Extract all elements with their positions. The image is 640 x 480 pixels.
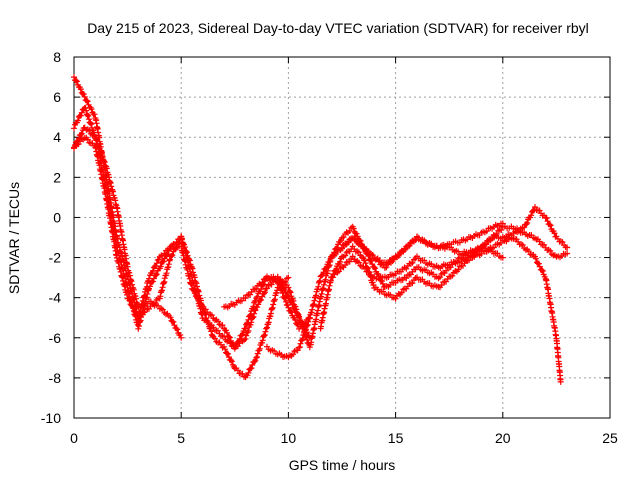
y-tick-label: 6: [53, 89, 61, 105]
series-satellite-track-2: [71, 124, 185, 341]
y-tick-label: 2: [53, 169, 61, 185]
y-tick-label: -2: [49, 250, 62, 266]
series-satellite-track-3: [71, 105, 313, 350]
series-satellite-track-8: [317, 234, 564, 385]
x-tick-label: 25: [602, 430, 618, 446]
data-series: [71, 74, 571, 385]
series-markers: [71, 105, 313, 350]
y-tick-label: 4: [53, 129, 61, 145]
series-markers: [339, 233, 506, 266]
y-tick-label: 0: [53, 209, 61, 225]
y-tick-label: -6: [49, 330, 62, 346]
x-tick-label: 0: [70, 430, 78, 446]
y-axis-label: SDTVAR / TECUs: [6, 182, 22, 294]
x-tick-label: 15: [388, 430, 404, 446]
axis-ticks: [73, 56, 611, 419]
x-tick-label: 5: [177, 430, 185, 446]
y-tick-labels: -10 -8 -6 -4 -2 0 2 4 6 8: [41, 49, 61, 426]
series-markers: [71, 124, 185, 341]
y-tick-label: -4: [49, 290, 62, 306]
series-satellite-track-9: [339, 233, 506, 266]
x-axis-label: GPS time / hours: [289, 457, 396, 473]
y-tick-label: -8: [49, 370, 62, 386]
x-tick-label: 20: [495, 430, 511, 446]
x-tick-label: 10: [281, 430, 297, 446]
series-markers: [71, 134, 313, 352]
y-tick-label: -10: [41, 410, 61, 426]
chart-title: Day 215 of 2023, Sidereal Day-to-day VTE…: [87, 20, 589, 36]
x-tick-labels: 0 5 10 15 20 25: [70, 430, 618, 446]
series-satellite-track-4: [71, 134, 313, 352]
series-markers: [317, 234, 564, 385]
grid-lines: [74, 57, 610, 418]
plot-frame: [73, 56, 611, 419]
y-tick-label: 8: [53, 49, 61, 65]
